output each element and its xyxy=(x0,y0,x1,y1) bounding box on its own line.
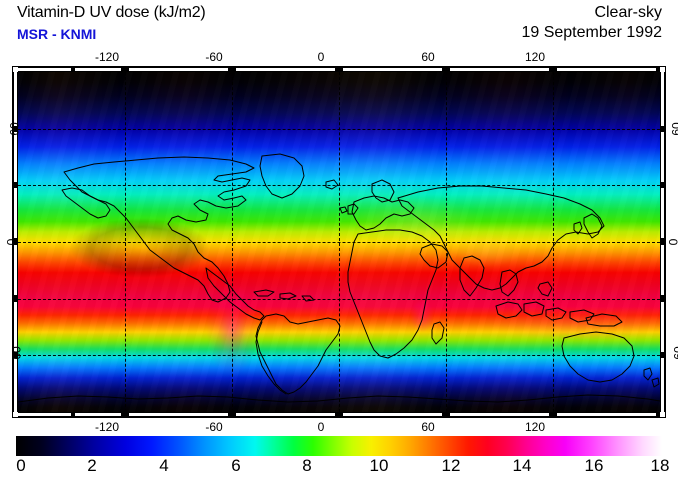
date-label: 19 September 1992 xyxy=(521,24,662,41)
tick-left-a xyxy=(14,72,17,126)
colorbar-gradient xyxy=(16,436,662,456)
tick-top-a xyxy=(18,68,71,71)
axis-bottom xyxy=(18,412,660,418)
xtick-bottom-0: 0 xyxy=(317,420,325,434)
colorbar-tick-0: 0 xyxy=(16,456,26,475)
xtick-bottom-120: 120 xyxy=(524,420,546,434)
xtick-top-0: 0 xyxy=(317,50,325,64)
ytick-right--60: -60 xyxy=(671,346,678,364)
graticule-lat--60 xyxy=(18,355,660,356)
frame-outline-right xyxy=(665,66,666,418)
graticule-lat--30 xyxy=(18,299,660,300)
tick-bot-c xyxy=(129,413,228,416)
tick-left-b xyxy=(14,132,17,182)
colorbar-tick-10: 10 xyxy=(369,456,389,475)
tick-left-c xyxy=(14,188,17,238)
xtick-bottom--60: -60 xyxy=(205,420,223,434)
map-panel xyxy=(18,72,660,412)
xtick-top--120: -120 xyxy=(94,50,120,64)
ytick-left-60: 60 xyxy=(7,122,22,136)
page-title: Vitamin-D UV dose (kJ/m2) xyxy=(17,4,206,21)
colorbar xyxy=(16,436,662,456)
coastlines-overlay xyxy=(18,153,660,403)
frame-outline-top xyxy=(12,66,666,67)
tick-bot-a xyxy=(18,413,71,416)
tick-right-d xyxy=(661,245,664,295)
xtick-bottom--120: -120 xyxy=(94,420,120,434)
frame-outline-bottom xyxy=(12,417,666,418)
colorbar-tick-4: 4 xyxy=(159,456,169,475)
ytick-left-0: 0 xyxy=(4,238,19,246)
colorbar-tick-6: 6 xyxy=(231,456,241,475)
axis-left xyxy=(12,72,18,412)
ytick-left--60: -60 xyxy=(9,346,24,364)
frame-outline-left xyxy=(12,66,13,418)
tick-left-d xyxy=(14,245,17,295)
graticule-lat-30 xyxy=(18,185,660,186)
xtick-bottom-60: 60 xyxy=(421,420,435,434)
graticule xyxy=(18,72,660,412)
tick-top-e xyxy=(343,68,442,71)
tick-right-b xyxy=(661,132,664,182)
tick-top-d xyxy=(236,68,335,71)
tick-top-f xyxy=(450,68,549,71)
tick-bot-f xyxy=(450,413,549,416)
graticule-lat-0 xyxy=(18,242,660,243)
tick-top-g xyxy=(557,68,656,71)
axis-top xyxy=(18,66,660,72)
xtick-top--60: -60 xyxy=(205,50,223,64)
tick-left-e xyxy=(14,302,17,352)
colorbar-tick-18: 18 xyxy=(650,456,670,475)
tick-bot-g xyxy=(557,413,656,416)
axis-right xyxy=(660,72,666,412)
ytick-right-0: 0 xyxy=(666,239,678,246)
xtick-top-60: 60 xyxy=(421,50,435,64)
ytick-right-60: 60 xyxy=(669,122,678,136)
condition-label: Clear-sky xyxy=(594,4,662,21)
graticule-lat-60 xyxy=(18,129,660,130)
tick-left-f xyxy=(14,358,17,412)
xtick-top-120: 120 xyxy=(524,50,546,64)
colorbar-tick-12: 12 xyxy=(441,456,461,475)
tick-top-b xyxy=(75,68,121,71)
tick-top-c xyxy=(129,68,228,71)
tick-right-f xyxy=(661,358,664,412)
colorbar-tick-labels: 0 2 4 6 8 10 12 14 16 18 xyxy=(0,456,678,480)
tick-bot-d xyxy=(236,413,335,416)
tick-bot-b xyxy=(75,413,121,416)
source-label: MSR - KNMI xyxy=(17,26,97,42)
colorbar-tick-14: 14 xyxy=(512,456,532,475)
colorbar-tick-16: 16 xyxy=(584,456,604,475)
tick-right-e xyxy=(661,302,664,352)
colorbar-tick-8: 8 xyxy=(302,456,312,475)
tick-right-a xyxy=(661,72,664,126)
tick-right-c xyxy=(661,188,664,238)
tick-bot-e xyxy=(343,413,442,416)
colorbar-tick-2: 2 xyxy=(87,456,97,475)
